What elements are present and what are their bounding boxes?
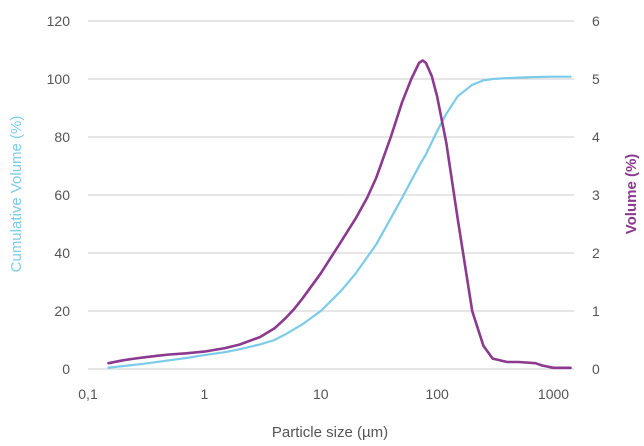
- right-y-tick-labels: 0 1 2 3 4 5 6: [592, 13, 600, 377]
- left-y-tick-label: 100: [47, 71, 71, 87]
- left-y-tick-label: 120: [47, 13, 71, 29]
- left-y-tick-labels: 0 20 40 60 80 100 120: [47, 13, 71, 377]
- right-y-tick-label: 3: [592, 187, 600, 203]
- right-y-tick-label: 4: [592, 129, 600, 145]
- left-y-axis-title: Cumulative Volume (%): [8, 116, 25, 273]
- cumulative-series-line: [107, 75, 572, 369]
- left-y-tick-label: 60: [54, 187, 70, 203]
- right-y-tick-label: 2: [592, 245, 600, 261]
- left-y-tick-label: 40: [54, 245, 70, 261]
- volume-series-line: [107, 59, 572, 370]
- x-tick-label: 1: [200, 386, 208, 402]
- x-axis-title: Particle size (µm): [272, 424, 388, 441]
- x-tick-labels: 0,1 1 10 100 1000: [78, 386, 569, 402]
- right-y-tick-label: 0: [592, 361, 600, 377]
- right-y-tick-label: 6: [592, 13, 600, 29]
- x-tick-label: 10: [313, 386, 329, 402]
- right-y-tick-label: 1: [592, 303, 600, 319]
- series-layer: [107, 59, 572, 370]
- left-y-tick-label: 0: [62, 361, 70, 377]
- left-y-tick-label: 80: [54, 129, 70, 145]
- right-y-axis-title: Volume (%): [623, 154, 640, 235]
- left-y-tick-label: 20: [54, 303, 70, 319]
- x-tick-label: 0,1: [78, 386, 98, 402]
- right-y-tick-label: 5: [592, 71, 600, 87]
- x-tick-label: 1000: [538, 386, 569, 402]
- grid-lines: [88, 20, 574, 370]
- x-tick-label: 100: [425, 386, 449, 402]
